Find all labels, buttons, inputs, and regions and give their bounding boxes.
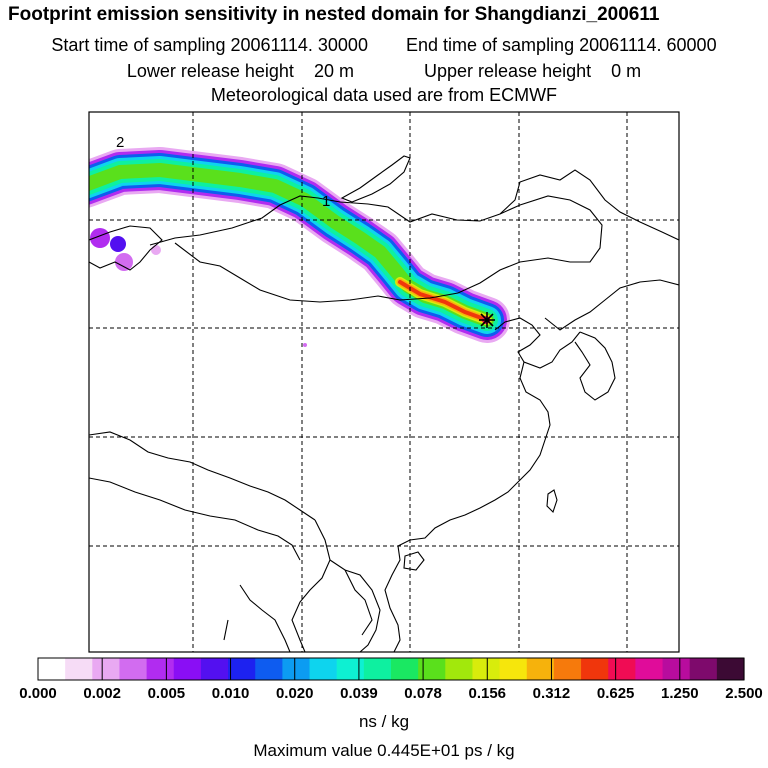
border-manchuria-east — [544, 279, 679, 331]
colorbar-tick-label: 0.000 — [19, 685, 57, 702]
colorbar-swatch — [200, 658, 229, 680]
colorbar-swatch — [38, 658, 66, 680]
plume-patch — [115, 253, 133, 271]
colorbar-frame — [37, 657, 745, 681]
colorbar-swatch — [173, 658, 202, 680]
colorbar-swatch — [418, 658, 446, 680]
colorbar-swatch — [282, 658, 311, 680]
border-west-china — [89, 431, 316, 521]
colorbar-tick-label: 0.156 — [468, 685, 507, 702]
colorbar — [37, 657, 745, 681]
end-value: 20061114. 60000 — [579, 35, 717, 55]
graticule — [89, 112, 679, 652]
colorbar-tick-label: 0.625 — [596, 685, 635, 702]
border-laos — [344, 569, 373, 636]
map-frame — [88, 111, 680, 653]
colorbar-tick-label: 1.250 — [661, 685, 699, 702]
colorbar-tick-label: 0.020 — [275, 685, 314, 702]
coast-east-china — [397, 361, 551, 547]
lower-label: Lower release height — [126, 61, 294, 81]
map-background — [89, 112, 679, 652]
start-value: 20061114. 30000 — [230, 35, 368, 55]
region-label: 1 — [322, 193, 330, 210]
colorbar-swatch — [228, 658, 256, 680]
plume-layer — [89, 147, 510, 347]
colorbar-swatch — [608, 658, 636, 680]
colorbar-swatch — [472, 658, 501, 680]
colorbar-swatch — [391, 658, 419, 680]
colorbar-swatch — [119, 658, 148, 680]
colorbar-swatch — [309, 658, 338, 680]
colorbar-swatch — [553, 658, 582, 680]
island-hainan — [403, 551, 425, 571]
colorbar-tick-label: 0.312 — [532, 685, 571, 702]
upper-label: Upper release height — [424, 61, 592, 81]
colorbar-tick-label: 0.010 — [211, 685, 250, 702]
colorbar-swatch — [445, 658, 474, 680]
sampling-info: Start time of sampling 20061114. 30000 E… — [0, 35, 768, 56]
colorbar-swatch — [635, 658, 664, 680]
border-india-north — [89, 477, 301, 561]
colorbar-tick-label: 2.500 — [725, 685, 763, 702]
max-value-label: Maximum value 0.445E+01 ps / kg — [253, 741, 515, 760]
coast-korea — [574, 331, 616, 401]
upper-value: 0 m — [611, 61, 642, 81]
end-label: End time of sampling — [406, 35, 575, 55]
colorbar-swatch — [716, 658, 745, 680]
coast-vietnam — [384, 545, 401, 652]
coast-bay-bengal — [239, 584, 291, 652]
plume-patch — [110, 236, 126, 252]
coast-small-1 — [223, 619, 229, 641]
colorbar-swatch — [689, 658, 718, 680]
colorbar-unit: ns / kg — [358, 712, 410, 731]
colorbar-tick-label: 0.039 — [340, 685, 378, 702]
colorbar-swatch — [92, 658, 121, 680]
colorbar-swatch — [499, 658, 528, 680]
colorbar-swatch — [336, 658, 365, 680]
region-label: 2 — [116, 134, 124, 151]
colorbar-swatch — [526, 658, 555, 680]
release-info: Lower release height 20 m Upper release … — [0, 61, 768, 82]
colorbar-swatch — [146, 658, 175, 680]
island-taiwan — [546, 489, 558, 514]
border-kazakh — [89, 225, 163, 271]
plume-patch — [90, 228, 110, 248]
border-indochina — [329, 559, 381, 652]
colorbar-swatch — [581, 658, 609, 680]
colorbar-swatch — [255, 658, 283, 680]
colorbar-swatch — [65, 658, 93, 680]
colorbar-swatch — [363, 658, 392, 680]
station-star-icon — [479, 312, 495, 328]
plume-core — [398, 280, 489, 322]
border-southwest — [291, 519, 331, 652]
colorbar-tick-label: 0.078 — [404, 685, 442, 702]
plume-patch — [303, 343, 307, 347]
colorbar-tick-label: 0.002 — [83, 685, 121, 702]
colorbar-tick-label: 0.005 — [147, 685, 186, 702]
colorbar-swatch — [662, 658, 691, 680]
figure-title: Footprint emission sensitivity in nested… — [8, 4, 660, 25]
lower-value: 20 m — [313, 61, 354, 81]
plume-patch — [151, 245, 161, 255]
coast-bohai — [494, 317, 581, 369]
met-info: Meteorological data used are from ECMWF — [210, 85, 558, 105]
start-label: Start time of sampling — [51, 35, 226, 55]
border-mongolia-south — [174, 242, 571, 303]
